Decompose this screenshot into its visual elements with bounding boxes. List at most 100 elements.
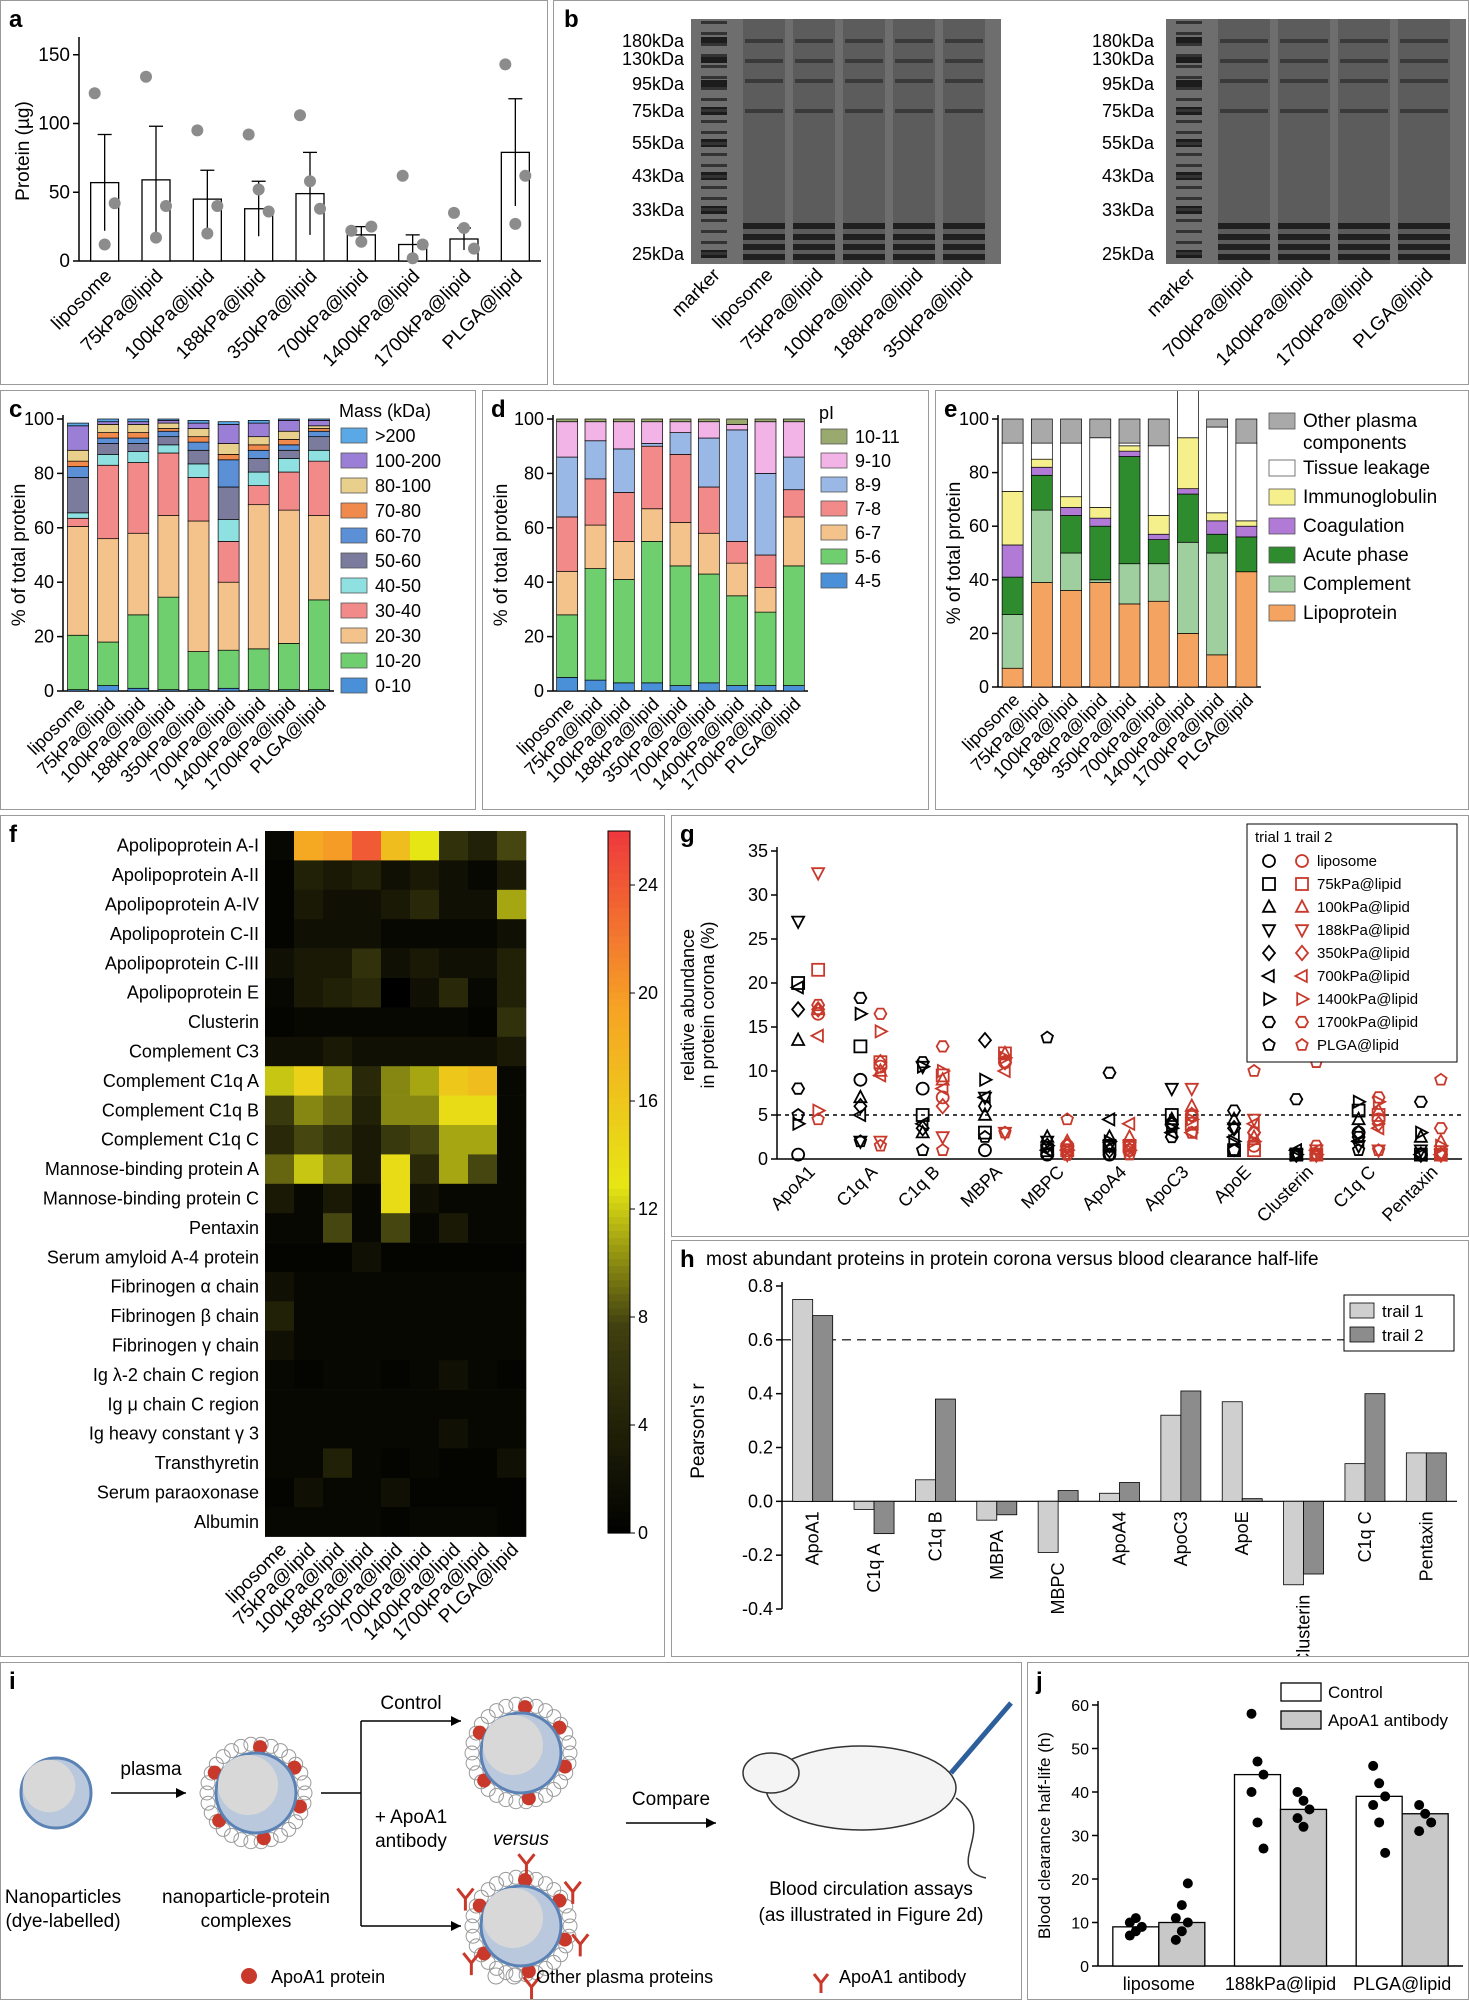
bar-segment — [1206, 426, 1229, 514]
y-tick-label: 60 — [969, 516, 989, 536]
heatmap-cell — [439, 1507, 469, 1537]
heatmap-cell — [410, 1330, 440, 1361]
marker-hexagon — [1371, 1091, 1386, 1104]
bar-segment — [127, 451, 150, 463]
plasma-protein — [224, 1743, 239, 1759]
bar-segment — [612, 541, 635, 580]
heatmap-cell — [381, 1213, 411, 1243]
protein-band — [1220, 39, 1268, 43]
heatmap-cell — [381, 1125, 411, 1155]
bar-segment — [612, 682, 635, 692]
marker-triangle-up — [977, 1106, 993, 1121]
heatmap-cell — [497, 1095, 527, 1126]
mw-label: 43kDa — [632, 166, 685, 186]
heatmap-cell — [265, 919, 295, 949]
marker-band — [1176, 32, 1202, 35]
heatmap-cell — [265, 1242, 295, 1273]
x-tick-label: 100kPa@lipid — [121, 266, 219, 364]
colorbar-step — [608, 866, 630, 874]
bar-segment — [217, 459, 240, 488]
bar-segment — [1147, 600, 1170, 688]
marker-band — [1176, 21, 1202, 24]
legend-label: 188kPa@lipid — [1317, 922, 1410, 939]
bar — [1364, 1393, 1386, 1502]
y-tick-label: 60 — [524, 518, 544, 538]
plasma-protein — [281, 1821, 297, 1837]
marker-triangle-down — [810, 867, 826, 882]
marker-diamond — [790, 1000, 806, 1019]
data-point — [191, 124, 204, 137]
heatmap-cell — [497, 1272, 527, 1302]
data-point — [1176, 1926, 1187, 1937]
marker-triangle-down — [1226, 1122, 1242, 1137]
panel-letter: j — [1035, 1668, 1043, 1695]
marker-band — [701, 87, 727, 90]
x-tick-label: Pentaxin — [1416, 1511, 1436, 1581]
bar — [1344, 1463, 1366, 1502]
panel-e: e% of total protein 0 20 40 60 80 100 liposome 7… — [935, 365, 1469, 810]
heatmap-cell — [410, 1154, 440, 1185]
colorbar-step — [608, 908, 630, 916]
particle-highlight — [218, 1755, 278, 1815]
colorbar-step — [608, 1483, 630, 1492]
marker-band — [1176, 164, 1202, 167]
bar-segment — [127, 462, 150, 534]
antibody-icon — [517, 1853, 536, 1877]
protein-band — [843, 254, 885, 260]
heatmap-cell — [294, 948, 324, 979]
bar-segment — [1206, 552, 1229, 656]
legend-label: Immunoglobulin — [1303, 487, 1437, 508]
y-tick-label: 0.0 — [748, 1491, 773, 1511]
bar-segment — [127, 443, 150, 452]
y-tick-label: 20 — [969, 623, 989, 643]
plasma-protein — [464, 1918, 480, 1934]
data-point — [1380, 1847, 1391, 1858]
bar — [915, 1479, 936, 1502]
bar — [996, 1500, 1018, 1516]
colorbar-step — [608, 1182, 630, 1190]
legend-swatch — [340, 527, 368, 544]
bar-segment — [277, 643, 300, 690]
data-point — [1298, 1821, 1309, 1832]
heatmap-cell — [468, 919, 498, 949]
bar-segment — [754, 554, 777, 588]
bar-segment — [127, 614, 150, 689]
plasma-protein — [233, 1738, 249, 1754]
heatmap-cell — [323, 1213, 353, 1243]
arrowhead — [451, 1921, 461, 1931]
heatmap-cell — [497, 831, 527, 861]
y-axis-label-line: Protein (µg) — [13, 101, 34, 201]
bar-segment — [726, 429, 749, 542]
heatmap-cell — [381, 1477, 411, 1508]
bar — [1099, 1492, 1120, 1502]
y-tick-label: 0 — [1080, 1959, 1089, 1976]
heatmap-cell — [468, 1213, 498, 1243]
heatmap-cell — [497, 1389, 527, 1420]
protein-band — [743, 244, 785, 250]
marker-triangle-down — [935, 1131, 951, 1146]
legend-label: 1400kPa@lipid — [1317, 991, 1418, 1008]
panel-a: a Protein (µg) 0 50 100 150 liposome 75kPa@lipi… — [0, 0, 548, 385]
heatmap-cell — [439, 1007, 469, 1038]
plasma-protein — [468, 1765, 484, 1781]
heatmap-cell — [497, 1213, 527, 1243]
bar-segment — [1118, 603, 1141, 688]
colorbar-step — [608, 1322, 630, 1331]
heatmap-cell — [468, 1242, 498, 1273]
apoa1-protein — [557, 1932, 572, 1947]
protein-band — [845, 39, 883, 43]
heatmap-cell — [497, 1036, 527, 1067]
bar-segment — [217, 486, 240, 520]
panel-letter: g — [680, 821, 695, 848]
bar — [976, 1500, 998, 1521]
bar-segment — [217, 541, 240, 583]
heatmap-cell — [294, 860, 324, 891]
protein-band — [1338, 223, 1390, 229]
marker-triangle-up — [1261, 898, 1277, 913]
legend-swatch — [340, 652, 368, 669]
heatmap-cell — [497, 1154, 527, 1185]
colorbar-step — [608, 964, 630, 972]
protein-band — [945, 59, 983, 63]
data-point — [468, 242, 480, 255]
bar-segment — [1147, 418, 1170, 447]
